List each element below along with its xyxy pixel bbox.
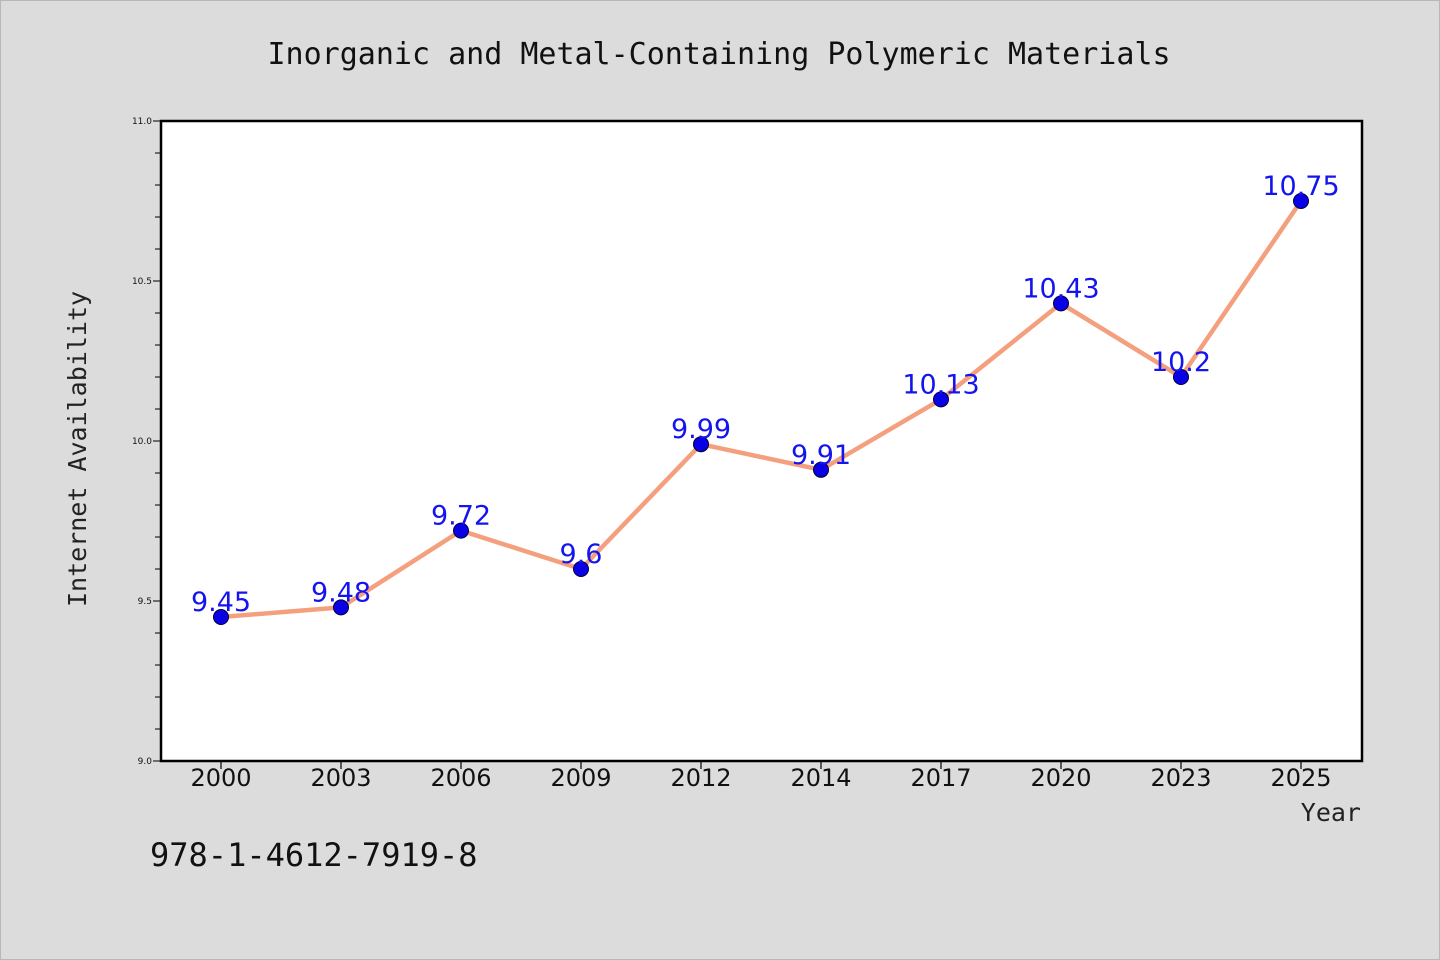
- data-label: 9.45: [191, 587, 251, 618]
- x-tick-label: 2017: [910, 764, 971, 792]
- x-tick-label: 2020: [1030, 764, 1091, 792]
- y-axis-label: Internet Availability: [63, 291, 92, 607]
- data-point: [333, 599, 349, 616]
- x-tick-label: 2025: [1270, 764, 1331, 792]
- x-tick-label: 2012: [670, 764, 731, 792]
- data-point: [693, 436, 709, 453]
- chart-title: Inorganic and Metal-Containing Polymeric…: [267, 37, 1170, 72]
- x-axis-label: Year: [1301, 798, 1361, 827]
- data-label: 10.75: [1262, 171, 1339, 202]
- x-tick-label: 2009: [550, 764, 611, 792]
- y-axis-ticks: [153, 120, 161, 762]
- y-tick-label: 10.5: [132, 277, 152, 287]
- data-label: 10.43: [1022, 273, 1099, 304]
- isbn-text: 978-1-4612-7919-8: [150, 836, 478, 874]
- x-axis-tick-labels: 2000 2003 2006 2009 2012 2014 2017 2020 2023 2025: [190, 764, 1331, 792]
- y-axis-tick-labels: 9.0 9.5 10.0 10.5 11.0: [132, 117, 152, 767]
- series-line: [218, 198, 1304, 620]
- data-label: 9.91: [791, 440, 851, 471]
- x-tick-label: 2014: [790, 764, 851, 792]
- y-tick-label: 9.0: [138, 757, 153, 767]
- x-tick-label: 2000: [190, 764, 251, 792]
- data-point: [813, 461, 829, 478]
- series-group: 9.45 9.48 9.72 9.6 9.99 9.91 10.13 10.43 10.2 10.…: [191, 171, 1340, 625]
- data-point: [1293, 193, 1309, 209]
- data-point: [933, 391, 949, 408]
- data-label: 10.13: [902, 369, 979, 400]
- data-label: 9.6: [560, 539, 603, 570]
- data-label: 9.72: [431, 501, 491, 532]
- plot-area: [159, 119, 1364, 763]
- data-point: [573, 561, 589, 577]
- data-label: 10.2: [1151, 347, 1211, 378]
- x-tick-label: 2023: [1150, 764, 1211, 792]
- data-point: [213, 609, 229, 625]
- data-point: [1053, 295, 1069, 312]
- data-label: 9.99: [671, 414, 731, 445]
- data-label: 9.48: [311, 577, 371, 608]
- x-tick-label: 2006: [430, 764, 491, 792]
- y-tick-label: 10.0: [132, 437, 152, 447]
- x-axis-ticks: [220, 761, 1302, 769]
- data-point: [1173, 369, 1189, 385]
- data-point: [453, 522, 469, 539]
- y-tick-label: 9.5: [138, 597, 152, 607]
- x-tick-label: 2003: [310, 764, 371, 792]
- y-tick-label: 11.0: [132, 117, 152, 127]
